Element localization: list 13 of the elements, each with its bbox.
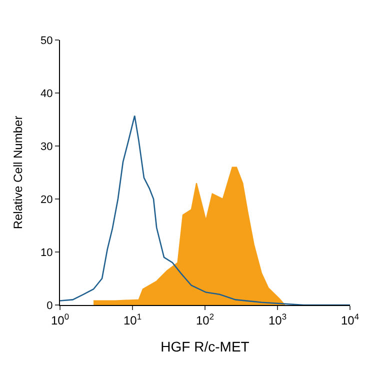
y-tick-label: 40 [40, 88, 53, 100]
x-tick-label: 10$^{4}$ [340, 311, 360, 328]
y-axis-title: Relative Cell Number [10, 116, 25, 230]
y-tick-label: 10 [40, 246, 53, 259]
y-tick-label: 50 [40, 34, 53, 47]
x-tick-label: 10$^{2}$ [196, 311, 214, 328]
y-tick-label: 0 [46, 300, 53, 312]
x-tick-label: 10$^{0}$ [50, 311, 70, 328]
x-tick-label: 10$^{3}$ [268, 311, 287, 328]
x-axis-title: HGF R/c-MET [160, 338, 250, 355]
y-tick-label: 20 [40, 194, 53, 206]
x-tick-label: 10$^{1}$ [123, 311, 142, 328]
y-tick-label: 30 [40, 140, 53, 153]
